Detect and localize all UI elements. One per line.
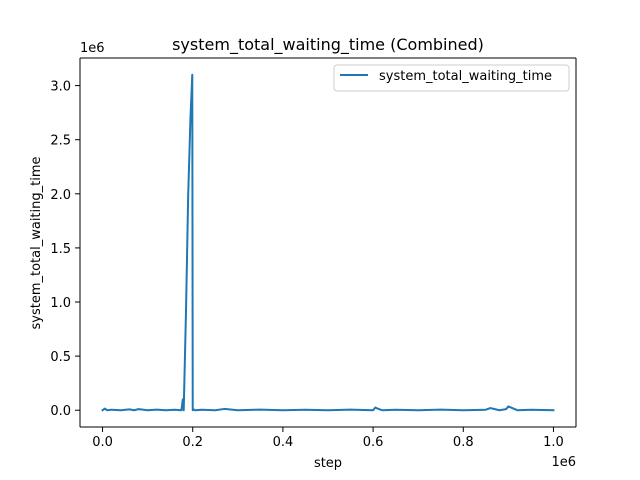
x-tick-label: 1.0 — [543, 435, 564, 450]
x-tick-label: 0.4 — [273, 435, 294, 450]
chart-title: system_total_waiting_time (Combined) — [172, 35, 484, 55]
y-tick-label: 1.0 — [50, 296, 71, 311]
y-tick-label: 1.5 — [50, 242, 71, 257]
y-axis-offset-label: 1e6 — [80, 41, 105, 56]
series-line-0 — [101, 73, 555, 412]
legend-box — [333, 64, 570, 92]
x-axis: 0.0 0.2 0.4 0.6 0.8 1.0 — [92, 427, 564, 450]
x-tick-label: 0.8 — [453, 435, 474, 450]
x-tick-label: 0.2 — [182, 435, 203, 450]
legend-label: system_total_waiting_time — [379, 69, 552, 84]
legend: system_total_waiting_time — [333, 64, 570, 92]
y-tick-label: 0.0 — [50, 404, 71, 419]
x-axis-offset-label: 1e6 — [551, 455, 576, 470]
x-axis-label: step — [314, 456, 342, 471]
y-tick-label: 0.5 — [50, 350, 71, 365]
y-tick-label: 2.0 — [50, 188, 71, 203]
y-tick-label: 3.0 — [50, 80, 71, 95]
y-tick-label: 2.5 — [50, 134, 71, 149]
x-tick-label: 0.0 — [92, 435, 113, 450]
x-tick-label: 0.6 — [363, 435, 384, 450]
y-axis-label: system_total_waiting_time — [29, 156, 44, 329]
plot-area — [79, 57, 577, 428]
y-axis: 0.0 0.5 1.0 1.5 2.0 2.5 3.0 — [50, 80, 80, 419]
